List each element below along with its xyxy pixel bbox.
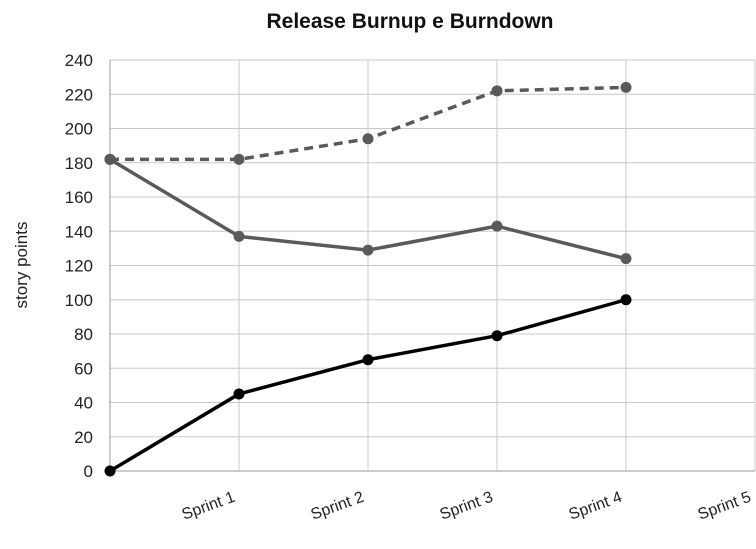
y-axis-label: story points (12, 222, 31, 309)
x-tick-label: Sprint 3 (438, 489, 496, 524)
series-lines (104, 81, 632, 477)
y-tick-label: 100 (65, 291, 93, 310)
y-tick-label: 140 (65, 222, 93, 241)
y-tick-label: 20 (74, 428, 93, 447)
series-1-point (620, 81, 632, 93)
series-2-point (362, 244, 374, 256)
series-1-point (362, 133, 374, 145)
chart-title: Release Burnup e Burndown (266, 10, 553, 33)
x-tick-label: Sprint 5 (696, 489, 754, 524)
y-tick-label: 160 (65, 188, 93, 207)
series-3 (104, 294, 632, 477)
series-1-point (491, 85, 503, 97)
series-2 (104, 153, 632, 265)
series-3-point (233, 388, 245, 400)
y-tick-label: 200 (65, 120, 93, 139)
y-tick-label: 240 (65, 51, 93, 70)
series-2-point (491, 220, 503, 232)
series-3-point (362, 354, 374, 366)
y-tick-label: 60 (74, 359, 93, 378)
y-tick-label: 0 (84, 462, 93, 481)
y-axis-ticks: 0 20 40 60 80 100 120 140 160 180 200 220 240 (65, 51, 93, 481)
x-tick-label: Sprint 4 (567, 489, 625, 524)
axes (109, 60, 755, 472)
y-tick-label: 40 (74, 394, 93, 413)
gridlines (110, 59, 756, 471)
series-2-point (104, 153, 116, 165)
x-tick-label: Sprint 1 (180, 489, 238, 524)
series-3-point (620, 294, 632, 306)
y-tick-label: 180 (65, 154, 93, 173)
series-3-point (104, 465, 116, 477)
y-tick-label: 80 (74, 325, 93, 344)
x-tick-label: Sprint 2 (309, 489, 367, 524)
y-tick-label: 120 (65, 257, 93, 276)
series-2-point (620, 253, 632, 265)
series-2-point (233, 230, 245, 242)
series-3-point (491, 330, 503, 342)
x-axis-ticks: Sprint 1 Sprint 2 Sprint 3 Sprint 4 Sprint 5 (180, 489, 754, 524)
y-tick-label: 220 (65, 85, 93, 104)
series-1-point (233, 153, 245, 165)
